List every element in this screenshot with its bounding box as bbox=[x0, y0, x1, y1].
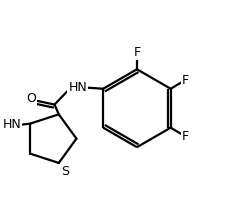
Text: F: F bbox=[182, 74, 189, 87]
Text: HN: HN bbox=[3, 118, 21, 131]
Text: O: O bbox=[27, 92, 36, 106]
Text: F: F bbox=[182, 130, 189, 143]
Text: S: S bbox=[61, 165, 69, 178]
Text: F: F bbox=[133, 46, 141, 59]
Text: HN: HN bbox=[68, 81, 87, 94]
